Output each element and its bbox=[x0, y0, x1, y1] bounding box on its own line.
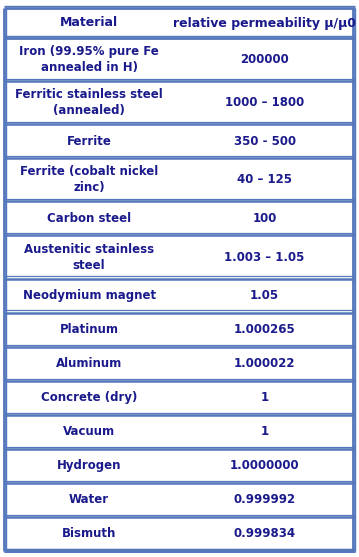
Text: 40 – 125: 40 – 125 bbox=[237, 173, 292, 187]
Text: Neodymium magnet: Neodymium magnet bbox=[23, 289, 156, 302]
Text: Water: Water bbox=[69, 494, 109, 506]
Text: Vacuum: Vacuum bbox=[63, 426, 115, 438]
Text: 200000: 200000 bbox=[240, 53, 289, 66]
Bar bbox=[4, 517, 355, 551]
Bar bbox=[4, 124, 355, 158]
Bar bbox=[4, 202, 355, 236]
Bar bbox=[4, 236, 355, 278]
Bar bbox=[4, 158, 355, 202]
Bar bbox=[4, 8, 355, 38]
Text: 0.999992: 0.999992 bbox=[234, 494, 296, 506]
Text: 1: 1 bbox=[261, 391, 269, 404]
Text: 1: 1 bbox=[261, 426, 269, 438]
Text: 100: 100 bbox=[252, 212, 277, 225]
Text: 1.000022: 1.000022 bbox=[234, 357, 295, 370]
Bar bbox=[4, 38, 355, 81]
Bar bbox=[4, 312, 355, 346]
Text: 0.999834: 0.999834 bbox=[234, 527, 296, 540]
Text: Bismuth: Bismuth bbox=[62, 527, 116, 540]
Bar bbox=[4, 278, 355, 312]
Text: Ferrite: Ferrite bbox=[67, 135, 112, 148]
Bar bbox=[4, 415, 355, 449]
Bar bbox=[4, 81, 355, 124]
Text: Austenitic stainless
steel: Austenitic stainless steel bbox=[24, 242, 154, 272]
Text: Platinum: Platinum bbox=[60, 323, 118, 336]
Text: Aluminum: Aluminum bbox=[56, 357, 122, 370]
Text: 1.05: 1.05 bbox=[250, 289, 279, 302]
Text: Material: Material bbox=[60, 17, 118, 30]
Text: Iron (99.95% pure Fe
annealed in H): Iron (99.95% pure Fe annealed in H) bbox=[19, 45, 159, 74]
Text: 1.0000000: 1.0000000 bbox=[230, 460, 299, 472]
Bar bbox=[4, 346, 355, 381]
Text: relative permeability μ/μ0: relative permeability μ/μ0 bbox=[173, 17, 356, 30]
Text: 1.000265: 1.000265 bbox=[234, 323, 295, 336]
Text: 350 - 500: 350 - 500 bbox=[234, 135, 296, 148]
Text: Hydrogen: Hydrogen bbox=[57, 460, 121, 472]
Text: Carbon steel: Carbon steel bbox=[47, 212, 131, 225]
Text: Concrete (dry): Concrete (dry) bbox=[41, 391, 137, 404]
Bar bbox=[4, 381, 355, 415]
Text: 1.003 – 1.05: 1.003 – 1.05 bbox=[224, 251, 305, 263]
Bar bbox=[4, 449, 355, 483]
Text: 1000 – 1800: 1000 – 1800 bbox=[225, 96, 304, 109]
Text: Ferrite (cobalt nickel
zinc): Ferrite (cobalt nickel zinc) bbox=[20, 165, 158, 194]
Text: Ferritic stainless steel
(annealed): Ferritic stainless steel (annealed) bbox=[15, 88, 163, 117]
Bar bbox=[4, 483, 355, 517]
